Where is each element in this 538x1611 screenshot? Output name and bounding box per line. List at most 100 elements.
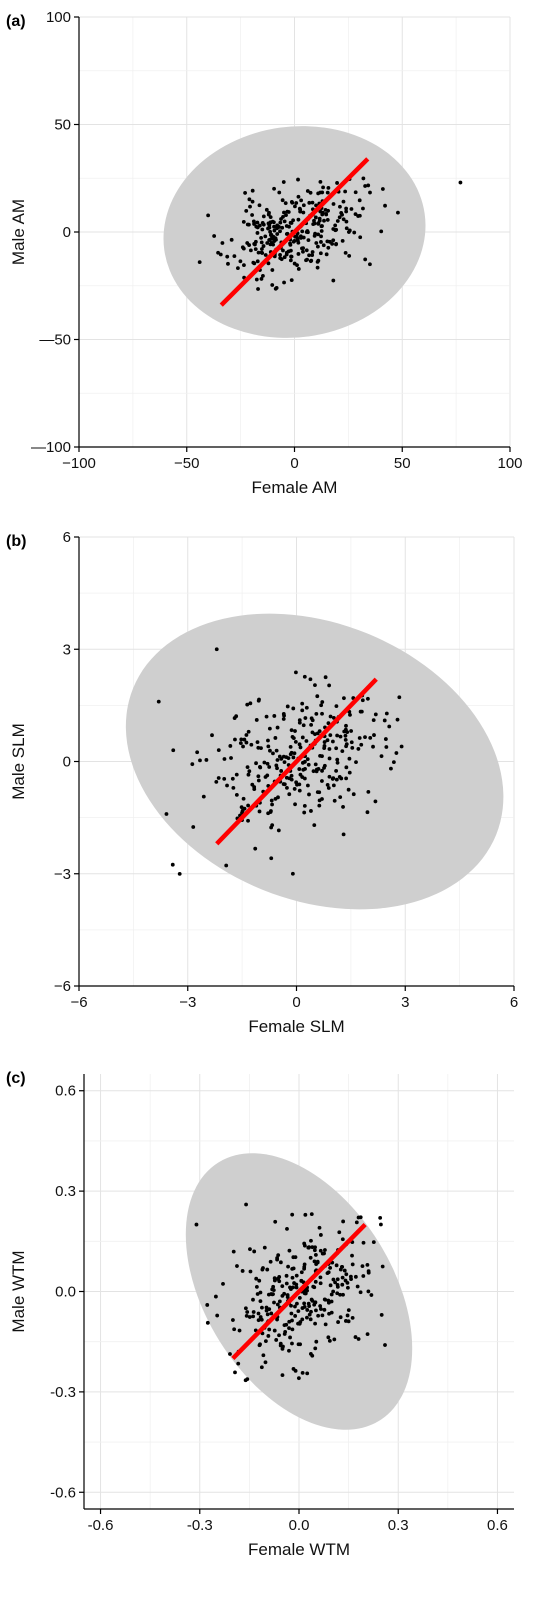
data-point (164, 812, 169, 816)
data-point (216, 748, 221, 753)
data-point (248, 701, 253, 706)
data-point (316, 258, 321, 263)
data-point (285, 704, 290, 709)
data-point (248, 1247, 252, 1252)
data-point (384, 745, 389, 749)
data-point (350, 745, 355, 750)
data-point (267, 765, 272, 769)
data-point (318, 1275, 323, 1280)
data-point (272, 1278, 277, 1283)
data-point (326, 245, 331, 250)
data-point (244, 208, 249, 213)
data-point (265, 761, 270, 766)
data-point (266, 1292, 271, 1297)
data-point (271, 751, 275, 756)
data-point (252, 787, 257, 791)
data-point (358, 235, 363, 240)
data-point (369, 1293, 374, 1297)
data-point (292, 1281, 296, 1285)
data-point (360, 698, 365, 703)
data-point (206, 213, 211, 218)
data-point (343, 737, 348, 742)
data-point (349, 1277, 353, 1282)
data-point (316, 232, 321, 237)
data-point (335, 181, 339, 185)
data-point (249, 742, 254, 747)
data-point (309, 1212, 314, 1216)
data-point (308, 1255, 313, 1260)
data-point (255, 231, 260, 235)
data-point (237, 1328, 242, 1333)
data-point (258, 1299, 263, 1304)
data-point (310, 250, 315, 254)
data-point (289, 728, 294, 733)
data-point (318, 1281, 323, 1286)
data-point (259, 1365, 264, 1370)
data-point (306, 1301, 311, 1306)
data-point (294, 201, 299, 205)
data-point (272, 1328, 277, 1333)
data-point (273, 286, 278, 291)
data-point (353, 1274, 358, 1279)
x-tick-label: -0.3 (187, 1517, 213, 1534)
data-point (281, 214, 285, 219)
data-point (329, 1310, 334, 1315)
y-tick-label: 0 (63, 224, 71, 241)
data-point (288, 258, 293, 263)
data-point (317, 798, 322, 803)
data-point (232, 1327, 237, 1332)
x-axis-title: Female AM (252, 478, 338, 497)
data-point (288, 242, 293, 247)
data-point (270, 268, 275, 272)
data-point (340, 1237, 345, 1242)
data-point (301, 723, 306, 728)
data-point (337, 1230, 342, 1235)
data-point (357, 198, 362, 203)
data-point (267, 238, 272, 242)
data-point (289, 750, 294, 755)
data-point (366, 1270, 371, 1275)
data-point (238, 741, 243, 746)
data-point (290, 1341, 294, 1346)
data-point (350, 1262, 355, 1267)
data-point (302, 1243, 307, 1248)
x-tick-label: 3 (401, 994, 409, 1011)
data-point (253, 247, 258, 252)
regression-line (231, 1222, 367, 1361)
data-point (300, 246, 304, 251)
data-point (302, 810, 307, 815)
x-tick-label: 0.3 (388, 1517, 409, 1534)
x-tick-label: 50 (394, 455, 411, 472)
data-point (247, 769, 252, 774)
data-point (378, 1215, 383, 1220)
data-point (245, 765, 250, 770)
data-point (226, 261, 230, 266)
data-point (314, 1262, 319, 1266)
data-point (340, 238, 345, 243)
data-point (256, 1318, 261, 1323)
data-point (276, 795, 280, 800)
data-point (302, 1301, 307, 1306)
data-point (277, 1299, 282, 1304)
data-point (252, 241, 257, 246)
data-point (313, 215, 318, 220)
data-point (312, 1302, 317, 1307)
data-point (268, 1259, 273, 1264)
data-point (316, 1313, 321, 1318)
data-point (296, 252, 301, 256)
data-point (270, 1292, 275, 1297)
data-point (289, 1311, 294, 1316)
data-point (277, 1333, 281, 1338)
data-point (320, 768, 324, 773)
data-point (286, 1264, 290, 1269)
data-point (352, 230, 357, 235)
data-point (275, 232, 280, 236)
data-point (340, 1264, 345, 1269)
data-point (282, 782, 287, 787)
data-point (263, 234, 268, 239)
data-point (297, 718, 302, 723)
data-point (290, 1318, 294, 1323)
data-point (300, 701, 305, 706)
data-point (333, 223, 338, 228)
